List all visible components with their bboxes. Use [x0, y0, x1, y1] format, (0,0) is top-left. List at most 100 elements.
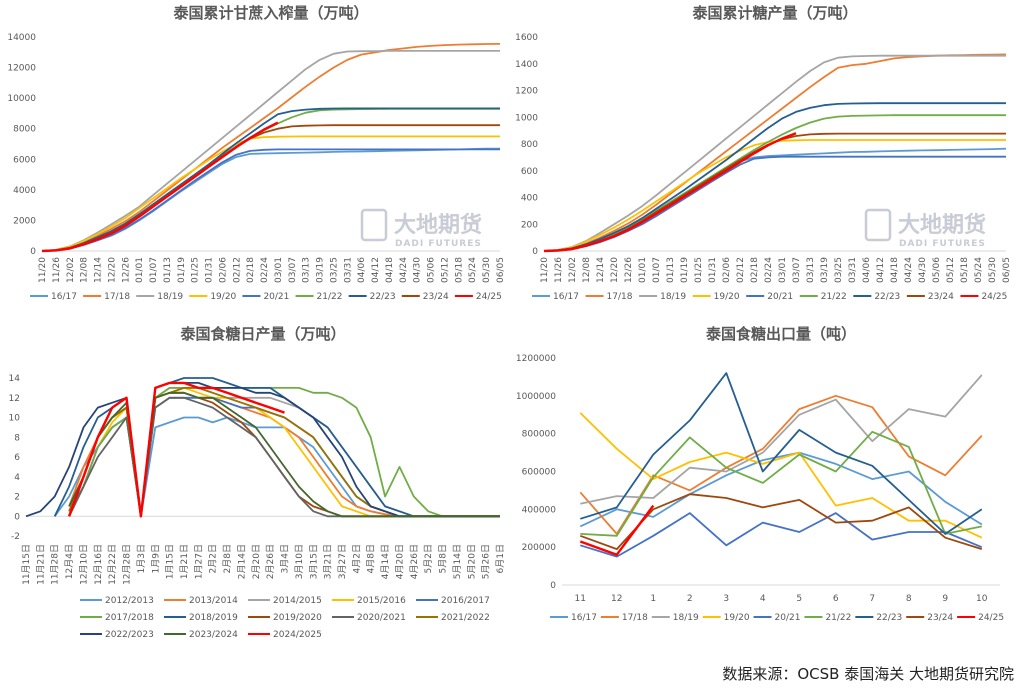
x-tick-label: 12/02: [568, 257, 578, 283]
x-tick-label: 7: [869, 594, 875, 604]
series-line-18-19: [580, 374, 983, 505]
x-tick-label: 03/31: [343, 257, 353, 283]
x-tick-label: 03/13: [806, 257, 816, 283]
x-tick-label: 11/26: [52, 257, 62, 283]
x-tick-label: 03/31: [848, 257, 858, 283]
x-tick-label: 12/02: [66, 257, 76, 283]
legend-label: 2022/2023: [105, 630, 154, 640]
x-tick-label: 2月8日: [222, 544, 233, 573]
legend-label: 2016/2017: [441, 596, 490, 606]
legend-label: 2015/2016: [357, 596, 406, 606]
y-tick-label: 6000: [13, 155, 36, 165]
x-tick-label: 01/19: [177, 257, 187, 283]
x-tick-label: 01/01: [135, 257, 145, 283]
x-tick-label: 1月15日: [165, 544, 176, 579]
legend-label: 18/19: [673, 613, 699, 623]
legend-label: 23/24: [423, 292, 449, 302]
chart-export: 泰国食糖出口量（吨） 0 200000 400000 600000 800000 10000…: [516, 325, 1004, 623]
series-line-22-23: [41, 107, 500, 252]
x-tick-label: 04/18: [385, 257, 395, 283]
y-tick-label: 1400: [515, 60, 538, 70]
x-tick-label: 05/18: [960, 257, 970, 283]
x-tick-label: 4月2日: [351, 544, 362, 573]
x-tick-label: 01/31: [205, 257, 215, 283]
legend-label: 2014/2015: [273, 596, 322, 606]
y-tick-label: 1600: [515, 33, 538, 43]
x-tick-label: 4: [760, 594, 766, 604]
x-tick-label: 04/18: [890, 257, 900, 283]
legend-label: 22/23: [370, 292, 396, 302]
y-tick-label: 2000: [13, 216, 36, 226]
legend-label: 20/21: [775, 613, 801, 623]
legend-label: 20/21: [263, 292, 289, 302]
x-tick-label: 01/19: [680, 257, 690, 283]
x-tick-label: 02/24: [260, 257, 270, 283]
x-tick-label: 1月27日: [193, 544, 204, 579]
series-line-22-23: [580, 372, 983, 535]
series-line-23-24: [579, 493, 983, 550]
legend-label: 21/22: [825, 613, 851, 623]
x-tick-label: 12: [611, 594, 622, 604]
x-tick-label: 05/18: [454, 257, 464, 283]
y-tick-label: 10000: [7, 94, 36, 104]
x-tick-label: 1月3日: [136, 544, 147, 573]
y-tick-label: 12000: [7, 64, 36, 74]
x-tick-label: 2: [687, 594, 693, 604]
x-tick-label: 03/07: [792, 257, 802, 283]
x-tick-label: 06/05: [1002, 257, 1012, 283]
chart-title: 泰国食糖日产量（万吨）: [179, 325, 345, 343]
x-tick-label: 01/13: [163, 257, 173, 283]
x-tick-label: 12/20: [610, 257, 620, 283]
x-tick-label: 4月20日: [394, 544, 405, 579]
x-tick-label: 2月2日: [208, 544, 219, 573]
y-tick-label: 600000: [522, 468, 557, 478]
y-tick-label: 0: [532, 247, 538, 257]
y-tick-label: 14000: [7, 33, 36, 43]
y-tick-label: 6: [14, 453, 20, 463]
legend-label: 18/19: [660, 292, 686, 302]
legend-label: 18/19: [157, 292, 183, 302]
watermark-cn: 大地期货: [898, 212, 986, 238]
x-tick-label: 11/20: [540, 257, 550, 283]
legend-label: 21/22: [821, 292, 847, 302]
x-tick-label: 03/19: [316, 257, 326, 283]
legend-label: 17/18: [622, 613, 648, 623]
legend-label: 23/24: [928, 292, 954, 302]
x-tick-label: 03/01: [778, 257, 788, 283]
y-tick-label: 800: [521, 140, 538, 150]
legend-label: 24/25: [981, 292, 1007, 302]
legend-label: 19/20: [724, 613, 750, 623]
watermark-emblem-icon: [864, 208, 892, 242]
legend-label: 22/23: [876, 613, 902, 623]
x-tick-label: 06/05: [496, 257, 506, 283]
x-tick-label: 01/25: [694, 257, 704, 283]
series-line-20-21: [41, 148, 500, 252]
x-tick-label: 11月28日: [50, 544, 61, 585]
legend-label: 23/24: [927, 613, 953, 623]
x-tick-label: 1月9日: [150, 544, 161, 573]
legend-label: 16/17: [571, 613, 597, 623]
legend-label: 19/20: [210, 292, 236, 302]
x-tick-label: 12/14: [94, 257, 104, 283]
x-tick-label: 02/06: [722, 257, 732, 283]
x-tick-label: 2月14日: [236, 544, 247, 579]
x-tick-label: 02/12: [232, 257, 242, 283]
series-line-17-18: [579, 394, 983, 535]
x-tick-label: 02/18: [246, 257, 256, 283]
series-line-18-19: [41, 50, 500, 252]
y-tick-label: 0: [30, 247, 36, 257]
legend-label: 2024/2025: [273, 630, 322, 640]
x-tick-label: 05/24: [468, 257, 478, 283]
watermark-en: DADI FUTURES: [395, 239, 482, 249]
x-tick-label: 05/06: [932, 257, 942, 283]
series-line-17-18: [41, 43, 501, 252]
y-tick-label: 8: [14, 433, 20, 443]
legend-label: 22/23: [874, 292, 900, 302]
y-tick-label: 200000: [522, 543, 557, 553]
x-tick-label: 11月15日: [21, 544, 32, 585]
x-tick-label: 11/26: [554, 257, 564, 283]
x-tick-label: 8: [906, 594, 912, 604]
y-tick-label: 400000: [522, 505, 557, 515]
series-line-20-21: [580, 512, 983, 558]
x-tick-label: 12月4日: [64, 544, 75, 579]
